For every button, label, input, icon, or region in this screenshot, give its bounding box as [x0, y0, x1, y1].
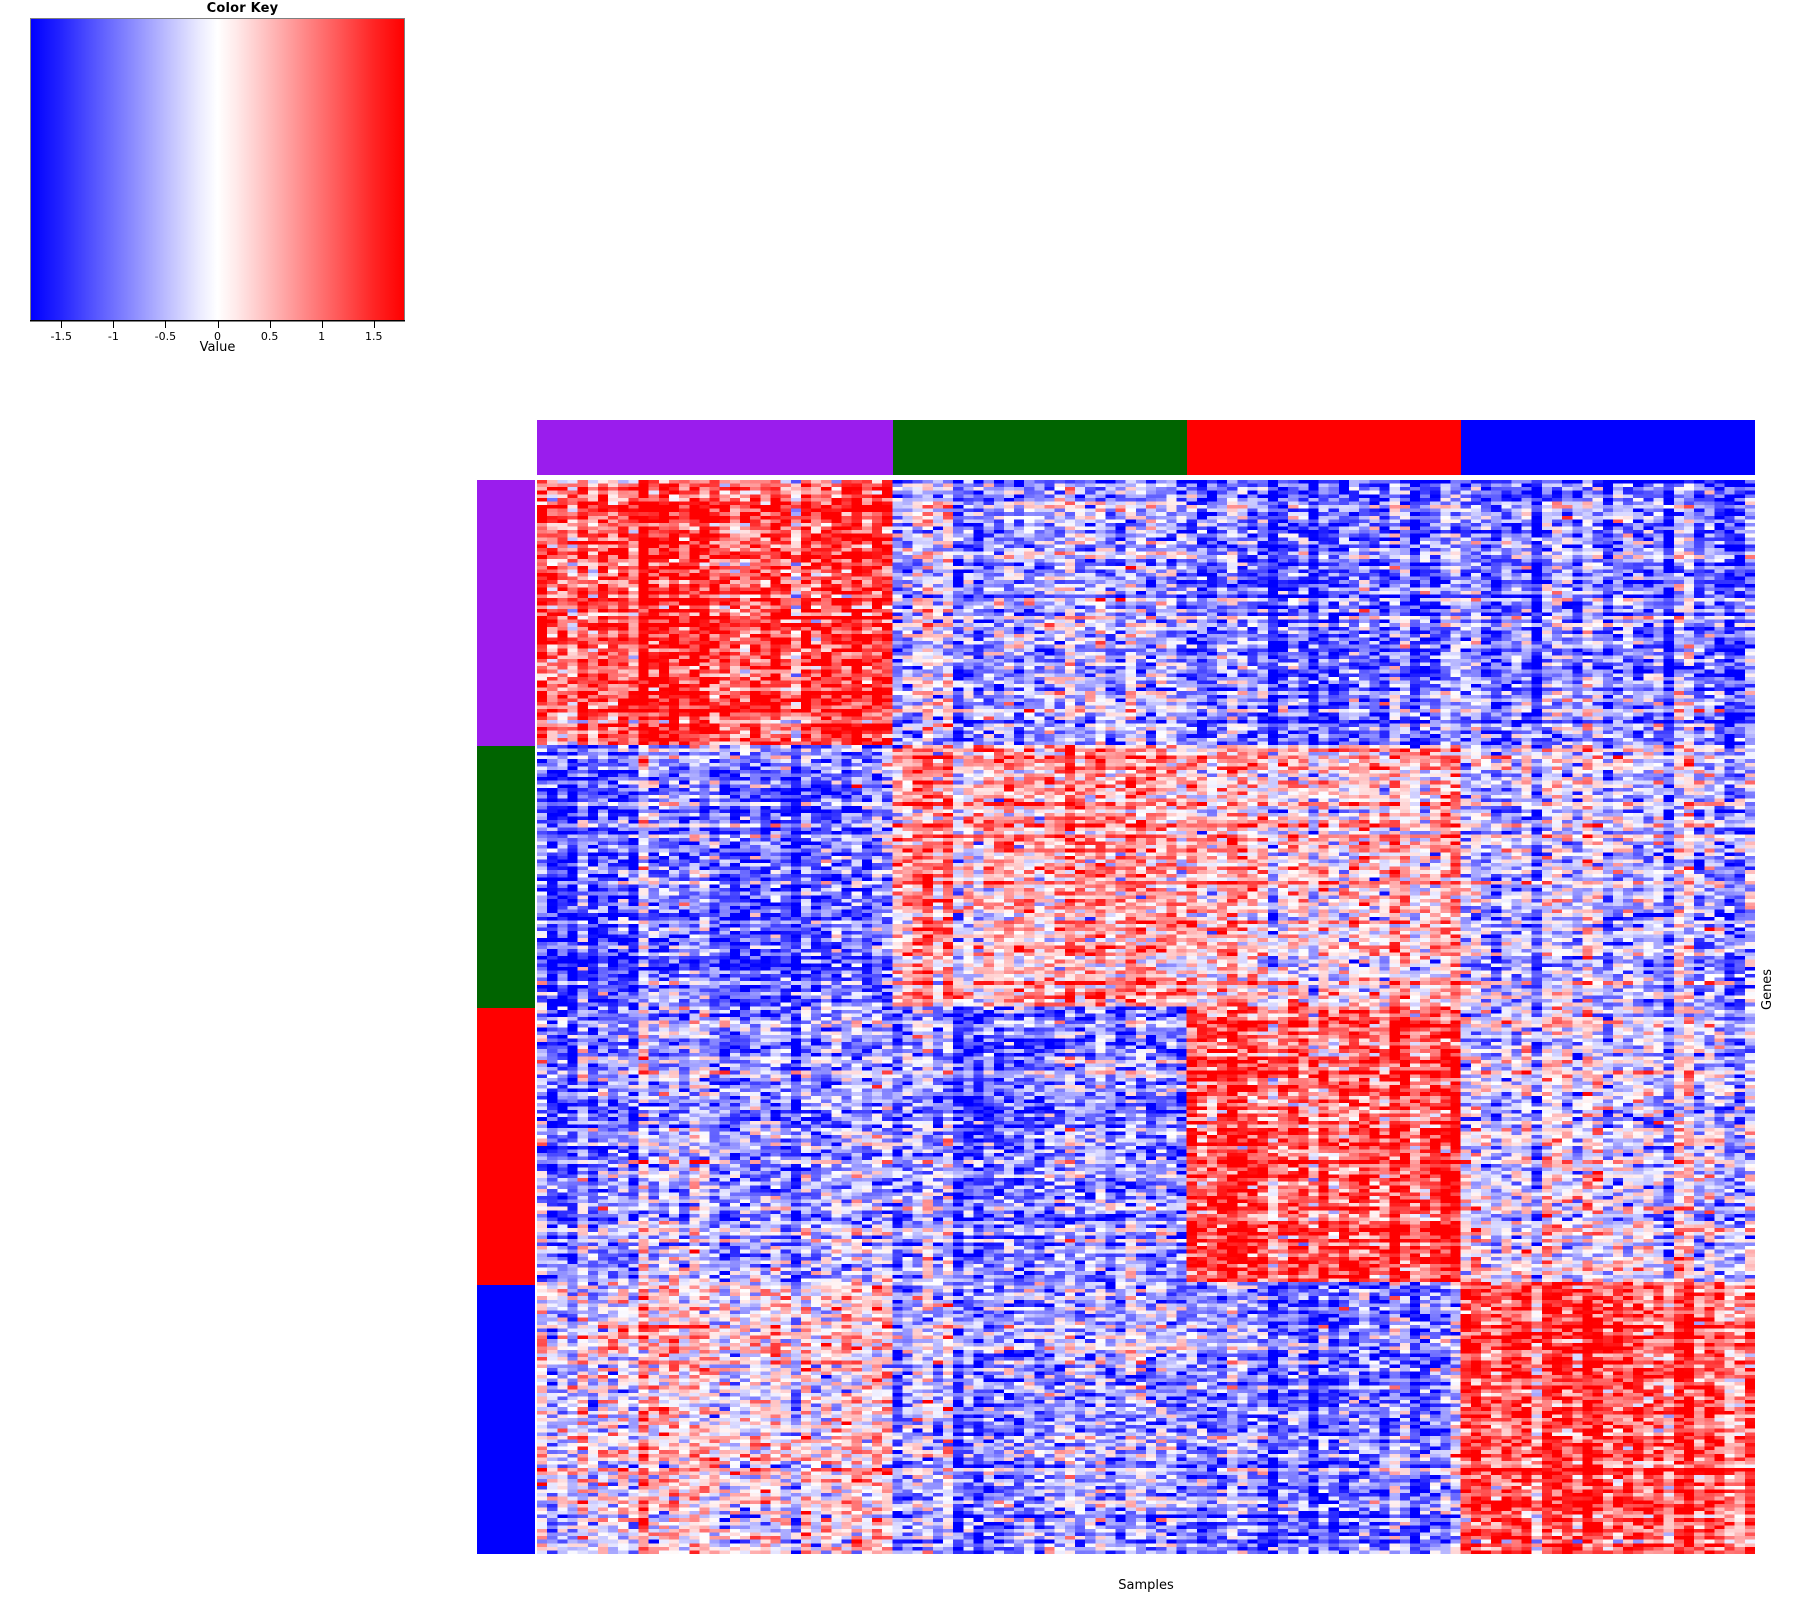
row-group-annotation-bar: [477, 480, 535, 1554]
color-key-tick-label: 0.5: [260, 330, 279, 343]
color-key-tick: [113, 321, 115, 328]
column-group-block-2: [892, 420, 1188, 475]
color-key-tick-label: 1: [318, 330, 326, 343]
column-group-block-1: [537, 420, 893, 475]
color-key-tick: [321, 321, 323, 328]
heatmap-matrix: [537, 480, 1755, 1554]
row-group-block-3: [477, 1008, 535, 1286]
color-key-tick-label: 0: [214, 330, 221, 343]
color-key-tick: [61, 321, 63, 328]
column-group-annotation-bar: [537, 420, 1755, 475]
color-key-title: Color Key: [206, 1, 279, 16]
y-axis-label-genes: Genes: [1760, 968, 1775, 1010]
color-key-tick: [165, 321, 167, 328]
row-group-block-4: [477, 1285, 535, 1554]
color-key-tick-label: -1: [107, 330, 119, 343]
color-key-tick-label: 1.5: [365, 330, 383, 343]
x-axis-label-samples: Samples: [1118, 1578, 1174, 1593]
color-key-tick: [269, 321, 271, 328]
color-key-axis-line: [30, 320, 405, 321]
color-key-legend: Color Key -1.5 -1 -0.5 0 0.5 1 1.5 Value: [0, 0, 470, 400]
color-key-tick: [373, 321, 375, 328]
column-group-block-3: [1187, 420, 1462, 475]
color-key-gradient-bar: [30, 18, 405, 322]
row-group-block-2: [477, 746, 535, 1009]
color-key-tick: [217, 321, 219, 328]
row-group-block-1: [477, 480, 535, 747]
color-key-tick-label: -0.5: [154, 330, 177, 343]
color-key-value-label: Value: [199, 340, 236, 355]
heatmap-cells-canvas: [537, 480, 1755, 1554]
column-group-block-4: [1461, 420, 1755, 475]
color-key-tick-label: -1.5: [50, 330, 72, 343]
